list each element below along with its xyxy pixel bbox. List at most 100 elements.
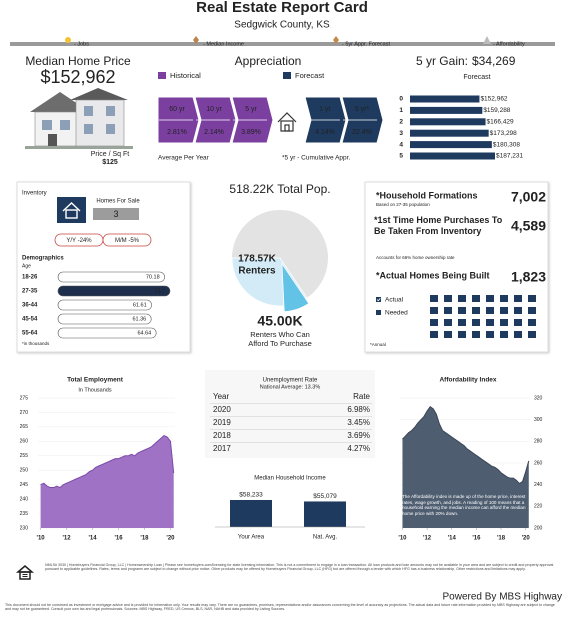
legend-swatch (376, 297, 381, 302)
unemployment-title: Unemployment Rate (263, 378, 318, 384)
y-tick-label: 300 (534, 417, 543, 423)
period: 5 yr* (355, 106, 370, 113)
x-tick-label: '10 (37, 536, 46, 542)
cell: 3.69% (347, 431, 370, 440)
rate: 3.89% (241, 129, 261, 136)
y-tick-label: 265 (20, 424, 29, 430)
sqft-label: Price / Sq Ft (91, 151, 130, 158)
bar (57, 271, 165, 283)
waffle-cell (528, 307, 536, 314)
rate: 22.4% (352, 129, 372, 136)
waffle-cell (444, 295, 452, 302)
x-tick-label: '10 (398, 536, 407, 542)
legend-swatch (376, 310, 381, 315)
y-tick-label: 230 (20, 525, 29, 531)
y-tick-label: 220 (534, 504, 543, 510)
item-value: 1,823 (511, 269, 546, 285)
note-right: *5 yr - Cumulative Appr. (282, 155, 350, 162)
y-tick-label: 235 (20, 511, 29, 517)
x-tick-label: '16 (472, 536, 481, 542)
category-label: 45-54 (22, 317, 38, 323)
waffle-cell (514, 295, 522, 302)
homes-for-sale: 3 (113, 209, 118, 219)
y-tick-label: 320 (534, 395, 543, 401)
legend-item: - 5yr Appr. Forecast (342, 41, 390, 47)
area-line (40, 434, 175, 489)
category-label: Nat. Avg. (313, 535, 338, 541)
legend-label: Needed (385, 310, 408, 317)
unemployment-subtitle: National Average: 13.3% (260, 384, 321, 390)
bar (410, 152, 495, 160)
period: 1 yr (319, 106, 331, 113)
income-title: Median Household Income (254, 476, 326, 482)
waffle-cell (528, 331, 536, 338)
house-illustration (25, 88, 133, 149)
bar (230, 500, 272, 527)
cell: 6.98% (347, 405, 370, 414)
value-label: $166,429 (487, 119, 514, 126)
item-value: 4,589 (511, 218, 546, 234)
value-label: $55,079 (313, 493, 337, 500)
bar (57, 299, 152, 311)
category-label: 5 (399, 153, 403, 160)
x-tick-label: '12 (63, 536, 72, 542)
y-tick-label: 270 (20, 410, 29, 416)
value-label: $159,288 (483, 107, 510, 114)
item-label: *1st Time Home Purchases To Be Taken Fro… (374, 215, 503, 236)
home-price-label: Median Home Price (25, 54, 131, 68)
value-label: 73.7 (154, 288, 165, 294)
cell: 2019 (213, 418, 231, 427)
appreciation-title: Appreciation (235, 54, 302, 68)
jobs-icon (65, 37, 71, 43)
y-tick-label: 240 (534, 482, 543, 488)
sqft-value: $125 (102, 159, 118, 166)
bar (410, 118, 486, 126)
homes-for-sale-box (93, 208, 139, 220)
cell: 4.27% (347, 444, 370, 453)
bar (57, 313, 152, 325)
waffle-cell (514, 307, 522, 314)
value-label: $173,298 (490, 130, 517, 137)
demographics-subtitle: Age (22, 263, 31, 269)
note-left: Average Per Year (158, 155, 210, 162)
powered-by: Powered By MBS Highway (443, 592, 563, 603)
waffle-cell (500, 307, 508, 314)
legend-swatch (158, 72, 166, 79)
inventory-panel (16, 181, 191, 353)
x-tick-label: '20 (522, 536, 531, 542)
annotation-box: The Affordability index is made up of th… (402, 494, 526, 516)
waffle-cell (472, 295, 480, 302)
area-line (402, 405, 530, 485)
waffle-cell (430, 331, 438, 338)
slice-value: 45.00K (257, 313, 302, 329)
legend-swatch (283, 72, 291, 79)
disclaimer-bottom: This document should not be construed as… (5, 603, 555, 612)
cell: 2020 (213, 405, 231, 414)
x-tick-label: '18 (497, 536, 506, 542)
value-label: $187,231 (496, 153, 523, 160)
legend-item: - Jobs (74, 41, 89, 47)
y-tick-label: 240 (20, 496, 29, 502)
item-note: Accounts for 66% home ownership rate (376, 255, 455, 260)
footnote: *Annual (370, 342, 386, 347)
waffle-cell (472, 331, 480, 338)
yoy: Y/Y -24% (66, 238, 92, 244)
waffle-cell (444, 319, 452, 326)
value-label: 61.61 (133, 302, 147, 308)
gain-label: 5 yr Gain: (416, 54, 468, 68)
afford-icon (483, 36, 491, 44)
y-tick-label: 255 (20, 453, 29, 459)
waffle-cell (486, 307, 494, 314)
legend-item: - Affordability (493, 41, 525, 47)
item-label: *Actual Homes Being Built (376, 270, 490, 280)
homes-waffle (430, 295, 536, 338)
chart-subtitle: In Thousands (78, 387, 111, 393)
x-tick-label: '14 (448, 536, 457, 542)
value-label: 61.36 (132, 316, 146, 322)
bar (410, 141, 492, 149)
x-tick-label: '18 (140, 536, 149, 542)
category-label: 3 (399, 130, 403, 137)
waffle-cell (430, 319, 438, 326)
